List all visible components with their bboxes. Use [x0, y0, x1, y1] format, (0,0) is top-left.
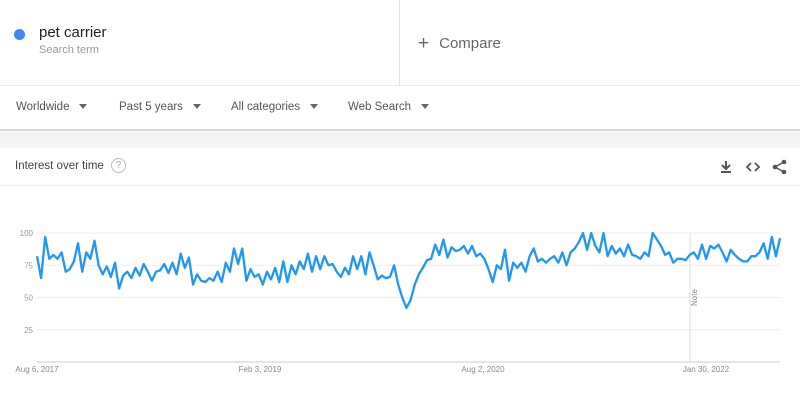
search-term-subtitle: Search term — [39, 44, 99, 56]
compare-label: Compare — [439, 35, 501, 52]
region-dropdown[interactable]: Worldwide — [16, 101, 88, 113]
time-range-label: Past 5 years — [119, 101, 183, 113]
x-tick-label: Aug 6, 2017 — [15, 365, 59, 374]
category-dropdown[interactable]: All categories — [231, 101, 319, 113]
caret-down-icon — [79, 104, 88, 110]
x-tick-label: Feb 3, 2019 — [239, 365, 282, 374]
y-tick-label: 50 — [24, 294, 33, 303]
x-tick-label: Jan 30, 2022 — [683, 365, 730, 374]
help-icon[interactable]: ? — [111, 158, 126, 173]
share-icon[interactable] — [771, 158, 789, 176]
search-type-label: Web Search — [348, 101, 412, 113]
search-header: pet carrier Search term + Compare — [0, 0, 800, 86]
plus-icon: + — [418, 33, 430, 54]
series-line-pet-carrier[interactable] — [35, 231, 782, 309]
search-type-dropdown[interactable]: Web Search — [348, 101, 430, 113]
time-range-dropdown[interactable]: Past 5 years — [119, 101, 201, 113]
x-tick-label: Aug 2, 2020 — [461, 365, 505, 374]
y-tick-label: 100 — [20, 229, 34, 238]
region-label: Worldwide — [16, 101, 70, 113]
filter-bar: Worldwide Past 5 years All categories We… — [0, 86, 800, 131]
interest-over-time-chart: 25 50 75 100 Aug 6, 2017 Feb 3, 2019 Aug 2, 2… — [15, 229, 782, 374]
card-title: Interest over time — [15, 160, 104, 172]
card-header: Interest over time ? — [0, 148, 800, 186]
section-separator — [0, 132, 800, 148]
embed-icon[interactable] — [744, 158, 762, 176]
series-color-dot — [14, 29, 25, 40]
compare-button[interactable]: + Compare — [418, 32, 501, 54]
caret-down-icon — [421, 104, 430, 110]
y-tick-label: 25 — [24, 326, 33, 335]
search-term-name[interactable]: pet carrier — [39, 24, 107, 41]
download-icon[interactable] — [717, 158, 735, 176]
note-annotation[interactable]: Note — [690, 289, 699, 306]
search-term-card[interactable]: pet carrier Search term — [0, 0, 400, 86]
caret-down-icon — [310, 104, 319, 110]
caret-down-icon — [192, 104, 201, 110]
y-tick-label: 75 — [24, 261, 33, 270]
category-label: All categories — [231, 101, 301, 113]
